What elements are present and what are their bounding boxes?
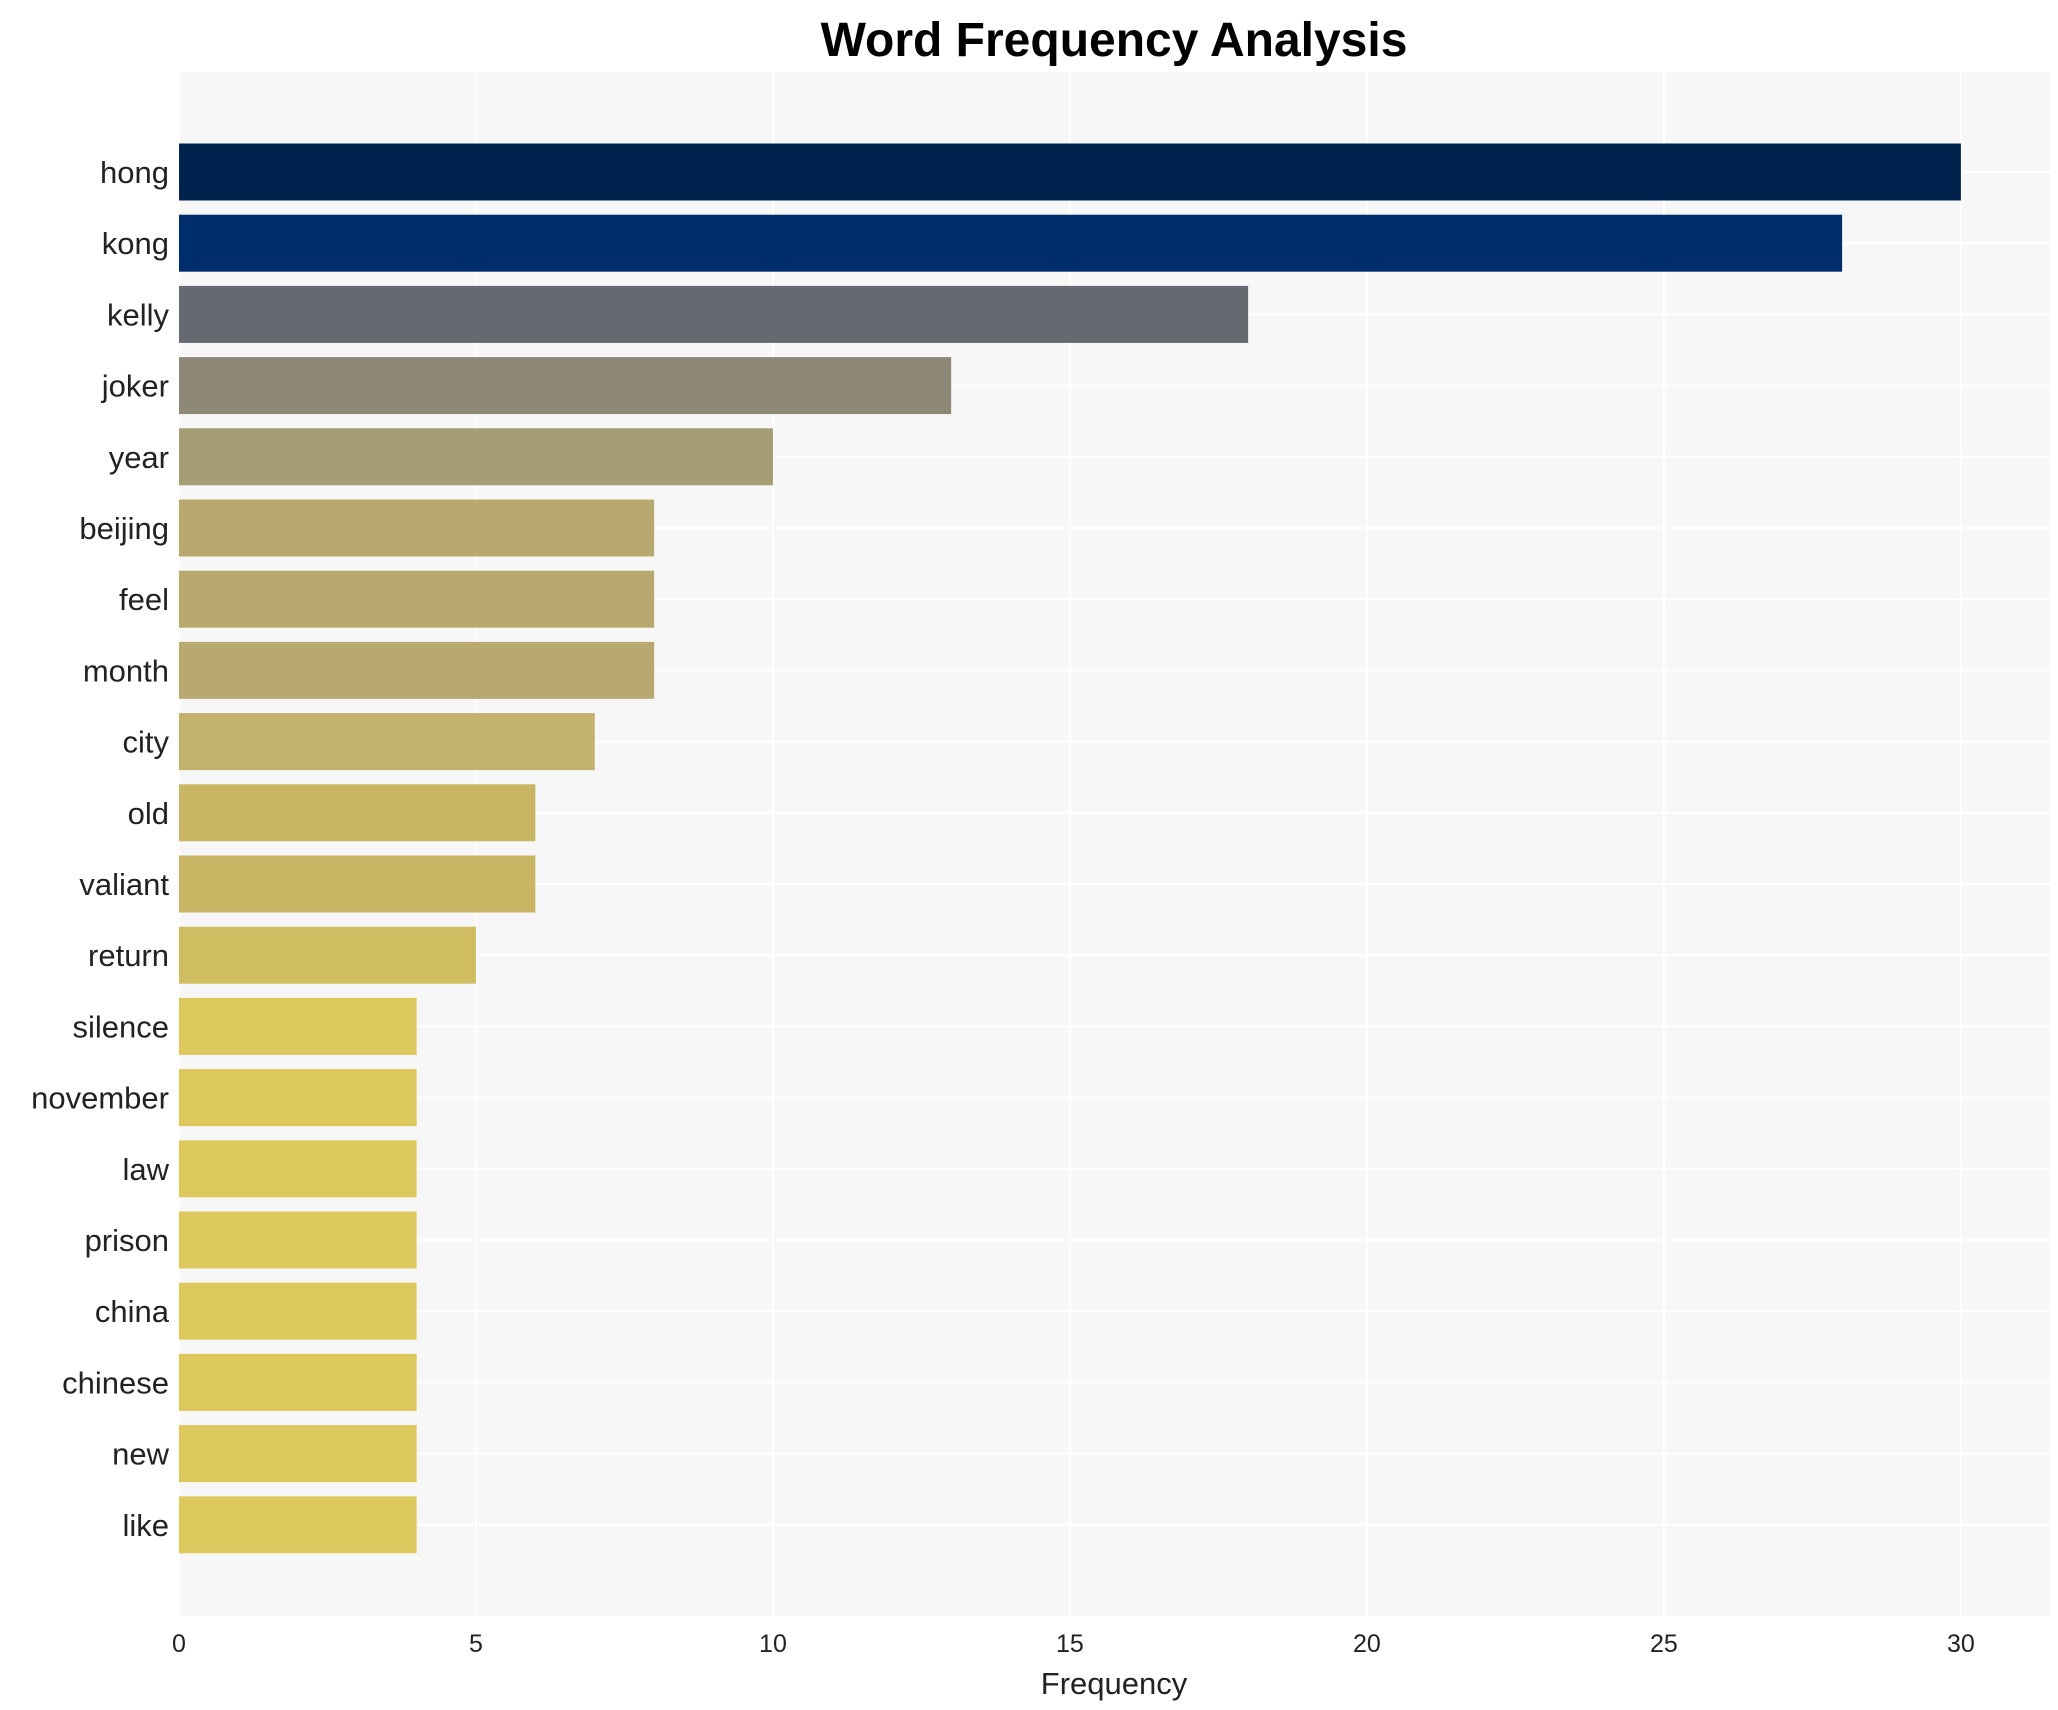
y-tick-label-new: new [112,1437,169,1472]
y-tick-label-silence: silence [73,1009,170,1044]
y-tick-labels: hong kong kelly joker year beijing feel month ci… [31,155,170,1543]
bar-month [179,641,655,699]
bar-year [179,428,773,486]
bar-prison [179,1211,417,1269]
x-tick-label-2: 10 [759,1630,787,1658]
chart-title: Word Frequency Analysis [821,14,1408,67]
bar-return [179,926,476,984]
bar-kelly [179,285,1249,343]
x-tick-label-6: 30 [1947,1630,1975,1658]
x-tick-label-0: 0 [172,1630,186,1658]
y-tick-label-return: return [88,938,169,973]
y-tick-label-china: china [95,1294,170,1329]
y-tick-label-month: month [83,653,169,688]
bar-feel [179,570,655,628]
bar-silence [179,997,417,1055]
bar-hong [179,143,1961,201]
y-tick-label-november: november [31,1081,169,1116]
y-tick-label-city: city [123,725,170,760]
bar-new [179,1425,417,1483]
y-tick-label-feel: feel [119,582,169,617]
x-tick-label-1: 5 [469,1630,483,1658]
y-tick-label-year: year [109,440,169,475]
y-tick-label-law: law [122,1152,169,1187]
bar-law [179,1140,417,1198]
x-tick-label-4: 20 [1353,1630,1381,1658]
y-tick-label-beijing: beijing [79,511,169,546]
y-tick-label-joker: joker [101,369,169,404]
bar-chinese [179,1353,417,1411]
x-tick-label-3: 15 [1056,1630,1084,1658]
x-tick-label-5: 25 [1650,1630,1678,1658]
y-tick-label-prison: prison [85,1223,169,1258]
y-tick-label-like: like [122,1508,169,1543]
bar-like [179,1496,417,1554]
bar-china [179,1282,417,1340]
y-tick-label-old: old [128,796,169,831]
x-tick-labels: 0 5 10 15 20 25 30 [172,1630,1975,1658]
bar-november [179,1069,417,1127]
bar-joker [179,357,952,415]
y-tick-label-kong: kong [102,226,169,261]
bar-city [179,713,595,771]
bar-beijing [179,499,655,557]
y-tick-label-chinese: chinese [62,1365,169,1400]
y-tick-label-hong: hong [100,155,169,190]
bar-valiant [179,855,536,913]
y-tick-label-valiant: valiant [79,867,169,902]
x-axis-label: Frequency [1041,1666,1188,1701]
bar-kong [179,214,1843,272]
y-tick-label-kelly: kelly [107,297,170,332]
bars [179,143,1961,1554]
bar-old [179,784,536,842]
